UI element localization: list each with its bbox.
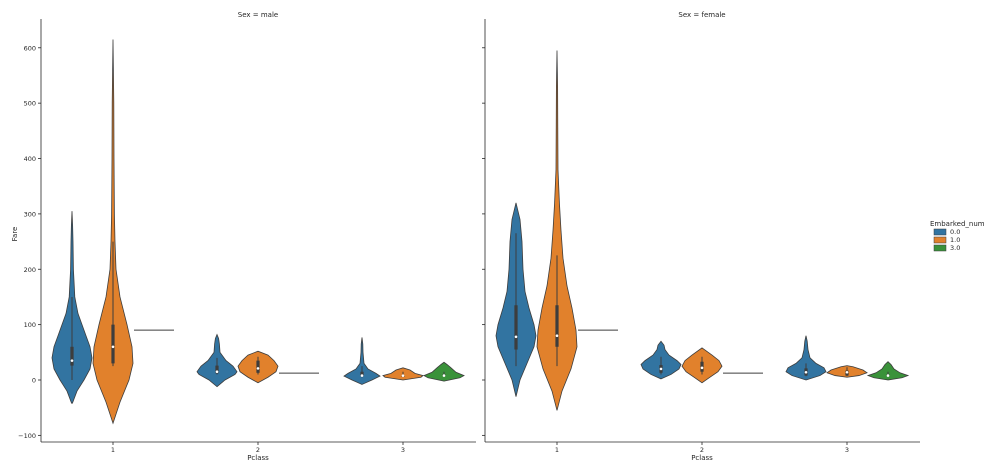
legend-swatch [933, 236, 947, 244]
legend-item: 1.0 [933, 236, 960, 244]
violins [495, 50, 910, 411]
violins [51, 39, 465, 425]
y-tick-label: 0 [32, 377, 36, 385]
y-axis-label: Fare [11, 227, 19, 242]
y-tick-label: 500 [24, 100, 36, 108]
violin-1-1.0 [536, 50, 578, 411]
violin-2-0.0 [640, 340, 682, 380]
legend-swatch [933, 244, 947, 252]
violin-iqr-box [360, 371, 364, 377]
violin-median [401, 374, 405, 377]
violin-median [256, 367, 260, 370]
panel-female: Sex = female 1 2 3 Pclass [482, 11, 920, 462]
violin-body [536, 50, 578, 411]
violin-iqr-box [111, 324, 115, 364]
violin-2-1.0 [681, 347, 723, 384]
violin-median [360, 374, 364, 377]
violin-median [514, 335, 518, 339]
legend-label: 3.0 [950, 244, 960, 252]
violin-3-0.0 [343, 337, 381, 385]
x-tick-label: 3 [845, 446, 849, 454]
violin-median [804, 370, 808, 374]
x-tick-label: 1 [555, 446, 559, 454]
violin-1-0.0 [495, 202, 537, 397]
violin-median [700, 366, 704, 370]
violin-1-1.0 [92, 39, 134, 425]
violin-median [845, 370, 849, 374]
violin-iqr-box [555, 305, 559, 347]
legend: Embarked_num 0.01.03.0 [930, 220, 985, 252]
x-axis-label: Pclass [247, 454, 269, 462]
violin-3-3.0 [866, 361, 910, 381]
violin-2-1.0 [237, 350, 279, 384]
x-tick-label: 2 [256, 446, 260, 454]
violin-median [886, 374, 890, 377]
y-tick-label: 100 [24, 321, 36, 329]
legend-label: 0.0 [950, 228, 960, 236]
panel-title: Sex = male [238, 11, 278, 19]
violin-body [866, 361, 910, 381]
violin-iqr-box [215, 365, 219, 374]
legend-item: 0.0 [933, 228, 960, 236]
x-ticks: 1 2 3 [111, 442, 405, 454]
x-axis-label: Pclass [691, 454, 713, 462]
violin-iqr-box [70, 346, 74, 366]
legend-title: Embarked_num [930, 220, 985, 228]
violin-body [343, 337, 381, 385]
panel-male: Sex = male −100 0 100 200 300 400 500 600 1 2 3 P… [11, 11, 476, 462]
violin-median [442, 374, 446, 377]
y-tick-label: 400 [24, 155, 36, 163]
legend-label: 1.0 [950, 236, 960, 244]
violin-median [111, 345, 115, 349]
violin-median [215, 370, 219, 373]
violin-3-1.0 [826, 365, 868, 378]
violin-body [92, 39, 134, 425]
legend-swatch [933, 228, 947, 236]
violin-body [785, 335, 827, 381]
y-ticks [482, 47, 485, 436]
violin-3-0.0 [785, 335, 827, 381]
x-tick-label: 2 [700, 446, 704, 454]
x-tick-label: 3 [401, 446, 405, 454]
y-tick-label: 300 [24, 210, 36, 218]
violin-median [70, 359, 74, 362]
y-ticks: −100 0 100 200 300 400 500 600 [18, 44, 41, 440]
violin-1-0.0 [51, 211, 93, 404]
violin-2-0.0 [196, 333, 238, 388]
x-tick-label: 1 [111, 446, 115, 454]
violin-median [555, 334, 559, 338]
violin-iqr-box [256, 360, 260, 373]
y-tick-label: −100 [18, 432, 36, 440]
violin-3-1.0 [382, 367, 424, 381]
panel-title: Sex = female [678, 11, 725, 19]
y-tick-label: 600 [24, 44, 36, 52]
y-tick-label: 200 [24, 266, 36, 274]
violin-3-3.0 [423, 361, 465, 382]
legend-item: 3.0 [933, 244, 960, 252]
violin-iqr-box [514, 305, 518, 350]
violin-median [659, 367, 663, 371]
x-ticks: 1 2 3 [555, 442, 849, 454]
